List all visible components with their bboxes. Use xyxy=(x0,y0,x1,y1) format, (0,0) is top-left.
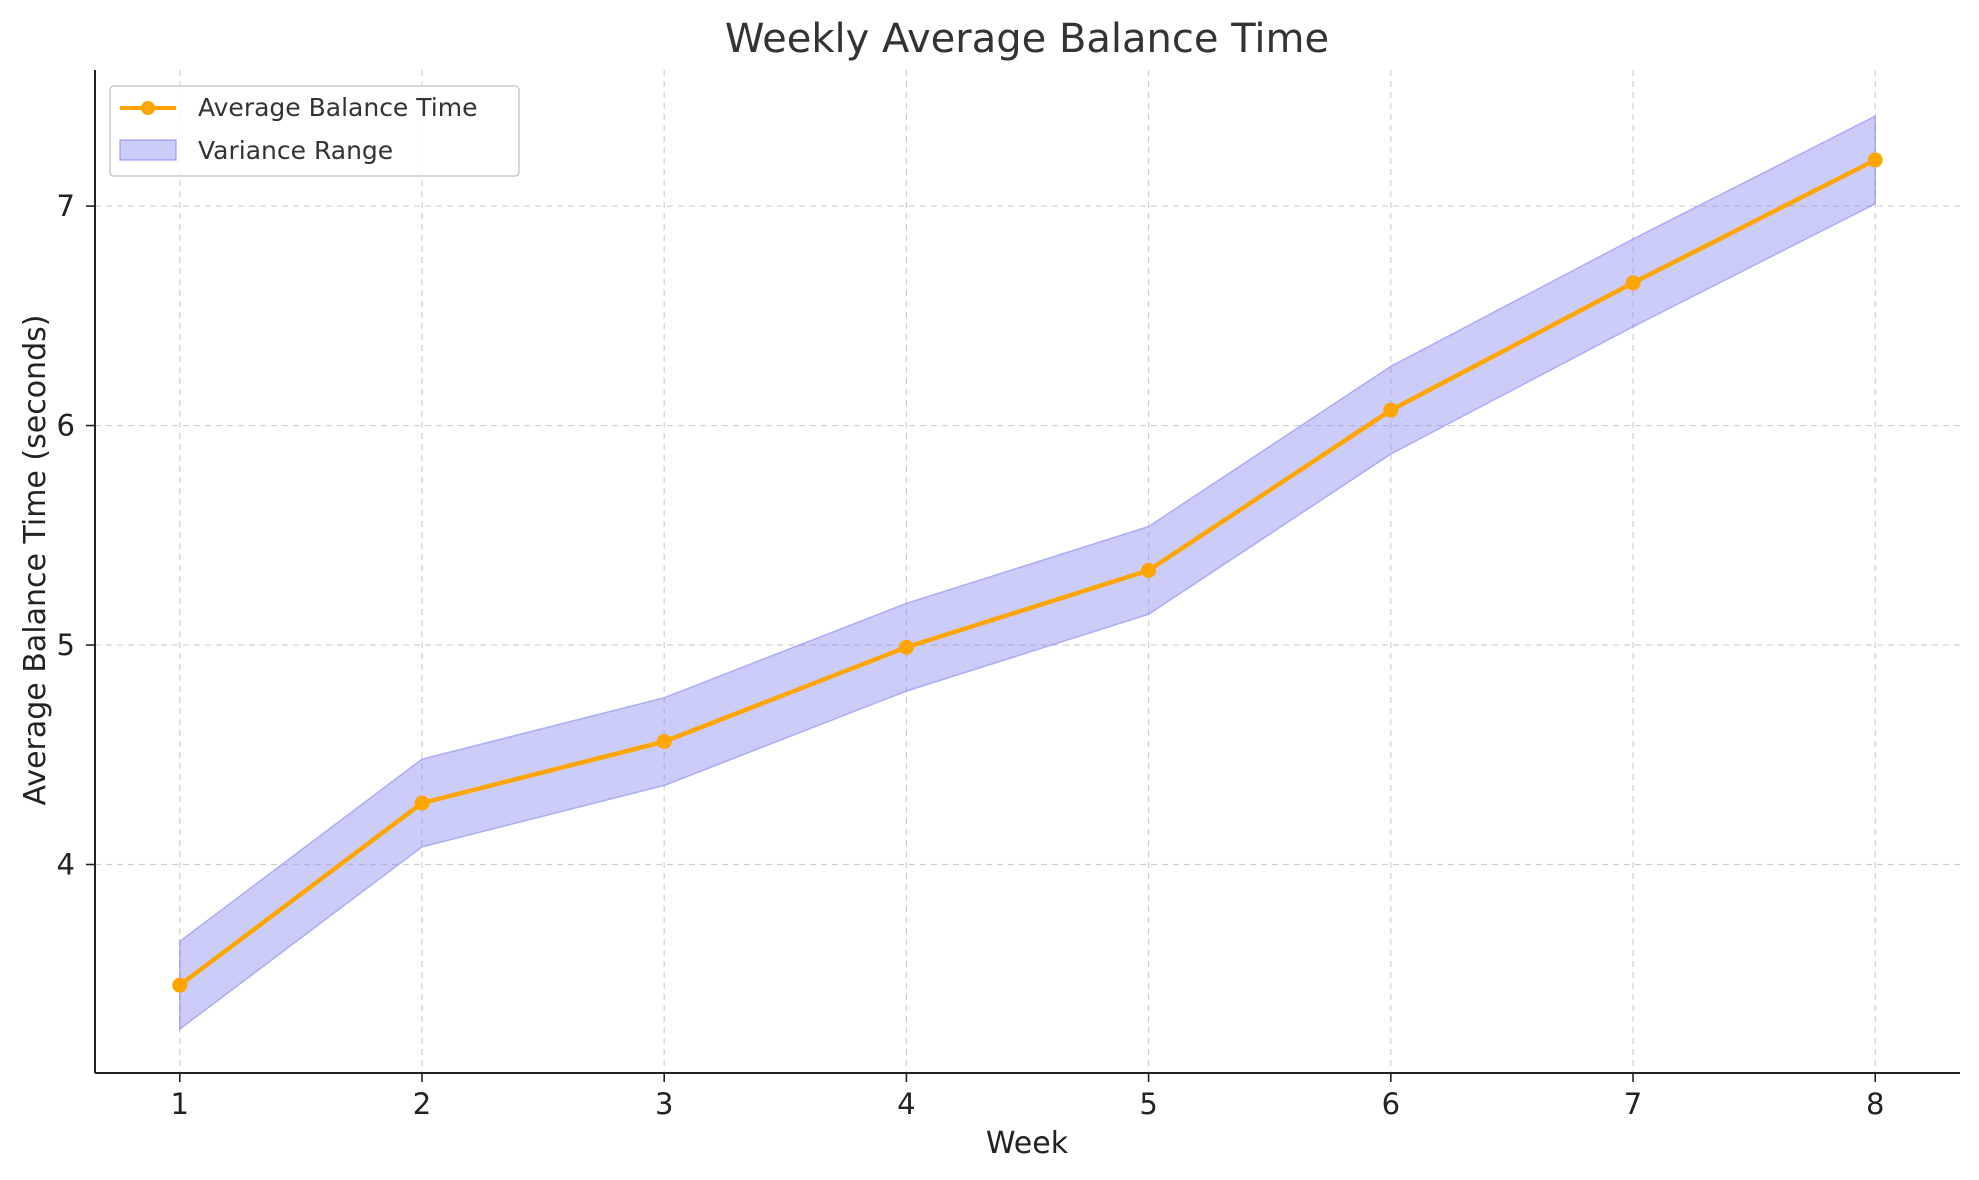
x-ticks: 1 2 3 4 5 6 7 8 xyxy=(171,1073,1884,1121)
data-point xyxy=(656,734,672,750)
variance-band-layer xyxy=(179,114,1876,1031)
x-tick-label: 6 xyxy=(1382,1087,1400,1121)
x-axis-label: Week xyxy=(986,1126,1069,1161)
legend-label-average: Average Balance Time xyxy=(198,93,477,122)
legend-band-swatch xyxy=(119,139,177,161)
y-tick-label: 4 xyxy=(57,847,75,881)
y-tick-label: 7 xyxy=(57,189,75,223)
variance-band xyxy=(179,114,1876,1031)
x-tick-label: 7 xyxy=(1624,1087,1642,1121)
y-ticks: 4 5 6 7 xyxy=(57,189,95,881)
legend-label-variance: Variance Range xyxy=(198,136,393,165)
average-balance-line xyxy=(177,157,1878,988)
data-point xyxy=(1625,275,1641,291)
y-axis-label: Average Balance Time (seconds) xyxy=(18,315,53,806)
y-tick-label: 5 xyxy=(57,628,75,662)
data-point xyxy=(1141,562,1157,578)
x-tick-label: 4 xyxy=(897,1087,915,1121)
data-point xyxy=(414,795,430,811)
x-tick-label: 2 xyxy=(413,1087,431,1121)
data-point xyxy=(898,639,914,655)
legend-marker-swatch xyxy=(141,101,155,115)
x-tick-label: 1 xyxy=(171,1087,189,1121)
grid xyxy=(95,70,1960,1073)
legend: Average Balance Time Variance Range xyxy=(109,85,520,177)
x-tick-label: 5 xyxy=(1139,1087,1157,1121)
legend-frame xyxy=(109,85,520,177)
chart-title: Weekly Average Balance Time xyxy=(725,16,1329,62)
data-point xyxy=(172,977,188,993)
y-tick-label: 6 xyxy=(57,409,75,443)
series-line-layer xyxy=(172,152,1883,993)
x-tick-label: 8 xyxy=(1866,1087,1884,1121)
data-point xyxy=(1867,152,1883,168)
axes xyxy=(94,70,1960,1074)
data-point xyxy=(1383,402,1399,418)
x-tick-label: 3 xyxy=(655,1087,673,1121)
